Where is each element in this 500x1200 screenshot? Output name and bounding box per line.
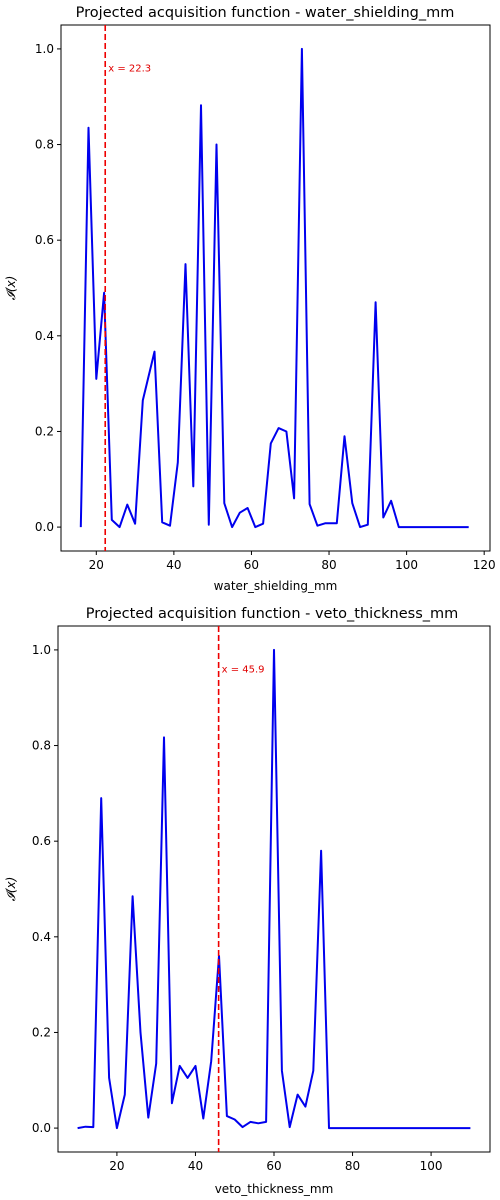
chart-panel-water-shielding: Projected acquisition function - water_s… bbox=[4, 5, 496, 593]
y-tick-label: 0.8 bbox=[35, 138, 54, 152]
chart-panel-veto-thickness: Projected acquisition function - veto_th… bbox=[4, 606, 491, 1196]
x-axis-label: veto_thickness_mm bbox=[215, 1182, 334, 1196]
x-tick-label: 60 bbox=[266, 1159, 281, 1173]
selected-x-annotation: x = 45.9 bbox=[222, 664, 265, 675]
y-tick-label: 0.0 bbox=[35, 520, 54, 534]
chart-title: Projected acquisition function - water_s… bbox=[76, 5, 455, 21]
x-tick-label: 20 bbox=[109, 1159, 124, 1173]
series-line bbox=[79, 47, 469, 529]
y-tick-label: 0.2 bbox=[35, 424, 54, 438]
y-tick-label: 0.4 bbox=[35, 329, 54, 343]
y-axis-label: 𝓘(x) bbox=[4, 276, 18, 301]
y-tick-label: 0.0 bbox=[32, 1121, 51, 1135]
y-tick-label: 0.6 bbox=[32, 834, 51, 848]
x-tick-label: 100 bbox=[420, 1159, 443, 1173]
x-tick-label: 80 bbox=[345, 1159, 360, 1173]
x-tick-label: 100 bbox=[395, 558, 418, 572]
y-tick-label: 0.4 bbox=[32, 930, 51, 944]
y-axis-label: 𝓘(x) bbox=[4, 877, 18, 902]
x-tick-label: 120 bbox=[473, 558, 496, 572]
x-axis-label: water_shielding_mm bbox=[214, 579, 338, 593]
y-tick-label: 0.8 bbox=[32, 739, 51, 753]
y-tick-label: 1.0 bbox=[32, 643, 51, 657]
chart-title: Projected acquisition function - veto_th… bbox=[86, 606, 459, 622]
y-tick-label: 0.2 bbox=[32, 1025, 51, 1039]
y-tick-label: 0.6 bbox=[35, 233, 54, 247]
y-tick-label: 1.0 bbox=[35, 42, 54, 56]
x-tick-label: 80 bbox=[321, 558, 336, 572]
x-tick-label: 60 bbox=[244, 558, 259, 572]
selected-x-annotation: x = 22.3 bbox=[108, 63, 151, 74]
plot-frame bbox=[60, 24, 491, 552]
x-tick-label: 40 bbox=[188, 1159, 203, 1173]
series-line bbox=[77, 648, 471, 1130]
x-tick-label: 40 bbox=[166, 558, 181, 572]
x-tick-label: 20 bbox=[89, 558, 104, 572]
